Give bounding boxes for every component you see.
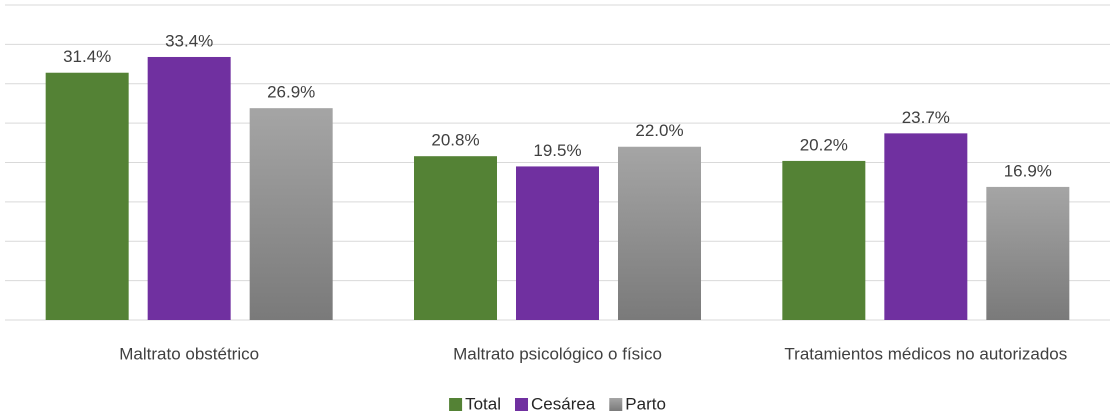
legend: Total Cesárea Parto bbox=[449, 394, 666, 413]
x-tick-label: Tratamientos médicos no autorizados bbox=[784, 344, 1067, 363]
data-label: 20.8% bbox=[431, 131, 479, 150]
bar bbox=[782, 160, 866, 320]
bar bbox=[884, 133, 968, 320]
data-label: 22.0% bbox=[635, 121, 683, 140]
legend-swatch bbox=[515, 398, 529, 411]
data-label: 20.2% bbox=[800, 135, 848, 154]
legend-swatch bbox=[609, 398, 623, 411]
legend-swatch bbox=[449, 398, 463, 411]
legend-label: Parto bbox=[625, 394, 666, 413]
bar bbox=[414, 156, 497, 320]
bar bbox=[249, 108, 333, 320]
data-label: 33.4% bbox=[165, 31, 213, 50]
legend-label: Total bbox=[465, 394, 501, 413]
data-label: 23.7% bbox=[902, 108, 950, 127]
x-tick-label: Maltrato obstétrico bbox=[119, 344, 259, 363]
bar bbox=[986, 186, 1070, 320]
data-label: 31.4% bbox=[63, 47, 111, 66]
data-label: 26.9% bbox=[267, 83, 315, 102]
bar bbox=[45, 72, 129, 320]
bar bbox=[147, 56, 231, 320]
bar bbox=[516, 166, 599, 320]
legend-label: Cesárea bbox=[531, 394, 596, 413]
data-label: 19.5% bbox=[533, 141, 581, 160]
bar bbox=[618, 146, 701, 320]
data-label: 16.9% bbox=[1004, 161, 1052, 180]
x-tick-label: Maltrato psicológico o físico bbox=[453, 344, 662, 363]
